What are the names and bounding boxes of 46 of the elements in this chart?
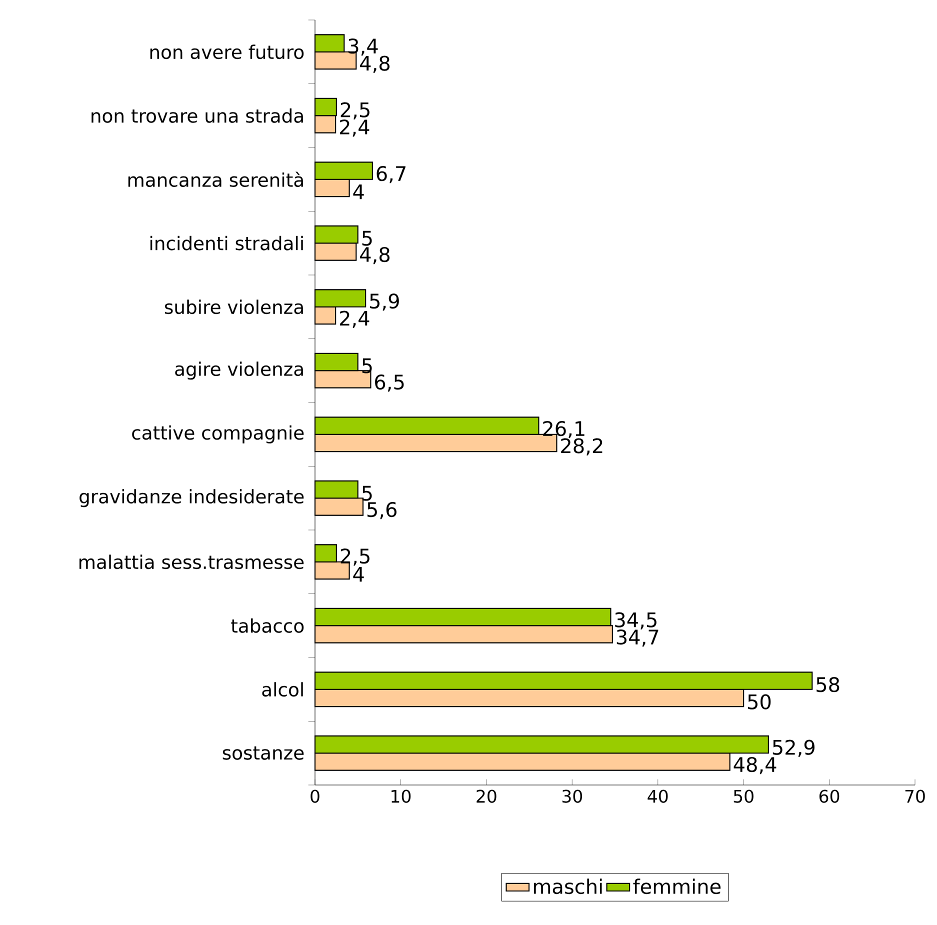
y-tick-label: gravidanze indesiderate (80, 489, 304, 508)
data-label: 5,6 (367, 502, 396, 520)
x-tick-label: 0 (310, 790, 320, 803)
legend-label: maschi (534, 878, 602, 894)
x-tick-label: 10 (392, 790, 411, 803)
data-label: 2,4 (340, 310, 370, 328)
data-label: 52,9 (772, 740, 814, 757)
data-label: 34,5 (615, 612, 656, 630)
y-tick-label: non trovare una strada (92, 108, 303, 123)
data-label: 6,5 (375, 374, 404, 392)
x-tick-label: 50 (734, 790, 754, 803)
y-tick-label: tabacco (231, 618, 304, 633)
data-label: 34,7 (616, 629, 658, 647)
data-label: 5,9 (370, 294, 399, 311)
data-label: 50 (748, 694, 771, 710)
data-label: 2,5 (340, 102, 370, 120)
y-tick-label: subire violenza (164, 300, 303, 314)
y-tick-label: alcol (262, 682, 303, 697)
y-tick-label: malattia sess.trasmesse (79, 554, 304, 570)
data-label: 5 (362, 358, 372, 374)
data-label: 26,1 (543, 421, 584, 438)
data-label: 5 (362, 486, 372, 501)
data-label: 6,7 (376, 166, 406, 184)
data-label: 4,8 (360, 56, 390, 73)
data-label: 28,2 (561, 438, 602, 456)
legend-label: femmine (633, 878, 721, 894)
x-tick-label: 30 (562, 790, 582, 803)
data-label: 5 (362, 230, 372, 246)
data-label: 48,4 (734, 756, 776, 774)
y-tick-label: cattive compagnie (132, 425, 304, 444)
data-label: 3,4 (348, 38, 378, 56)
data-label: 2,5 (340, 548, 370, 566)
y-tick-label: non avere futuro (150, 44, 304, 60)
data-label: 4,8 (360, 246, 390, 264)
data-label: 2,4 (340, 119, 370, 137)
x-tick-label: 70 (905, 790, 925, 803)
data-label: 4 (353, 184, 364, 200)
x-tick-label: 60 (819, 790, 840, 803)
data-label: 58 (816, 677, 840, 692)
x-tick-label: 40 (648, 790, 668, 803)
y-tick-label: incidenti stradali (150, 236, 303, 250)
y-tick-label: agire violenza (175, 362, 303, 380)
y-tick-label: sostanze (222, 746, 304, 760)
data-label: 4 (353, 567, 364, 582)
y-tick-label: mancanza serenità (128, 172, 303, 187)
x-tick-label: 20 (476, 790, 496, 803)
